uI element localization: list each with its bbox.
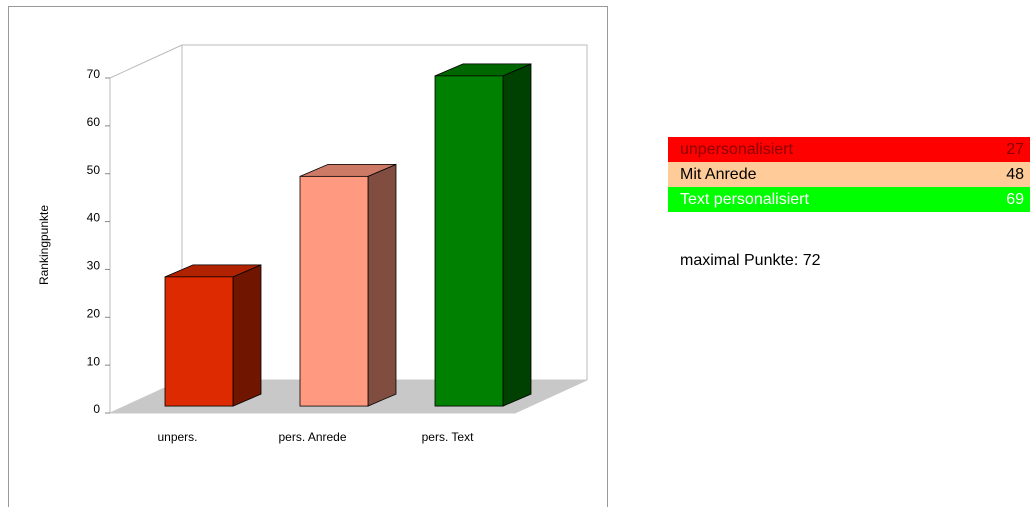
bar bbox=[299, 175, 369, 407]
y-tick-label: 30 bbox=[87, 259, 101, 273]
table-value: 69 bbox=[1006, 190, 1024, 208]
y-tick-label: 10 bbox=[87, 354, 101, 368]
y-tick-label: 20 bbox=[87, 306, 101, 320]
y-tick-label: 70 bbox=[87, 67, 101, 81]
table-label: Text personalisiert bbox=[680, 190, 809, 208]
x-tick-label: unpers. bbox=[157, 430, 197, 444]
bar-side bbox=[367, 163, 397, 407]
x-tick-label: pers. Anrede bbox=[278, 430, 346, 444]
table-label: Mit Anrede bbox=[680, 165, 757, 183]
legend-table: unpersonalisiert 27 Mit Anrede 48 Text perso… bbox=[668, 137, 1030, 212]
table-row: unpersonalisiert 27 bbox=[668, 137, 1030, 162]
bar-side bbox=[232, 264, 262, 407]
table-value: 27 bbox=[1006, 140, 1024, 158]
note: maximal Punkte: 72 bbox=[680, 252, 821, 269]
y-tick-label: 0 bbox=[93, 402, 100, 416]
x-tick-label: pers. Text bbox=[422, 430, 474, 444]
y-axis-label: Rankingpunkte bbox=[37, 205, 51, 285]
y-tick-label: 60 bbox=[87, 115, 101, 129]
bar-side bbox=[502, 63, 532, 407]
bar bbox=[164, 276, 234, 407]
y-tick-label: 40 bbox=[87, 211, 101, 225]
back-wall bbox=[181, 44, 588, 380]
y-tick-label: 50 bbox=[87, 163, 101, 177]
table-label: unpersonalisiert bbox=[680, 140, 793, 158]
table-value: 48 bbox=[1006, 165, 1024, 183]
table-row: Text personalisiert 69 bbox=[668, 187, 1030, 212]
table-row: Mit Anrede 48 bbox=[668, 162, 1030, 187]
bar bbox=[434, 75, 504, 407]
